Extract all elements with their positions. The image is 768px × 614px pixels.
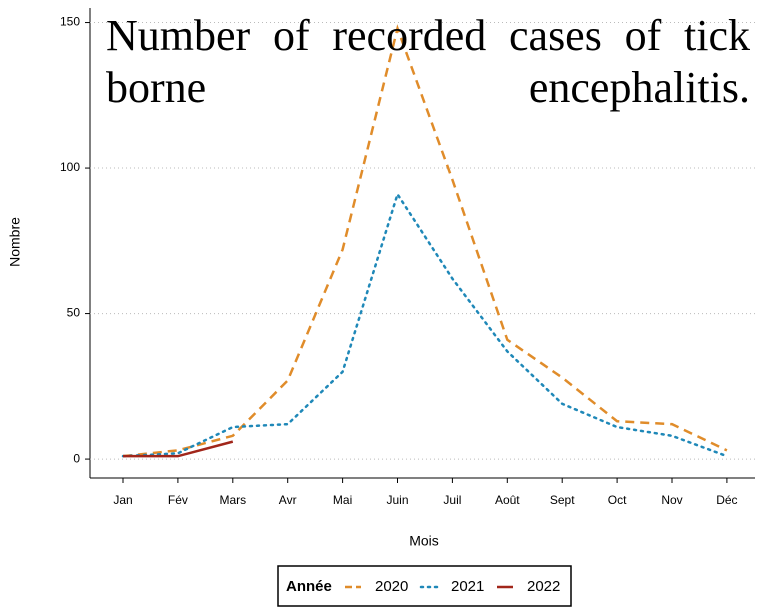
line-series [123,440,234,458]
y-tick-label: 50 [67,306,81,320]
x-tick-label: Jan [113,493,132,507]
line-series [122,24,728,458]
legend-label: 2022 [527,578,560,595]
line-series [121,191,729,458]
x-tick-label: Oct [608,493,627,507]
x-tick-label: Mars [219,493,246,507]
y-axis-label: Nombre [7,217,23,267]
legend-title: Année [286,578,332,595]
legend-label: 2020 [375,578,408,595]
x-tick-label: Août [495,493,520,507]
legend-label: 2021 [451,578,484,595]
x-tick-label: Avr [279,493,297,507]
y-tick-label: 150 [60,15,80,29]
chart-title: Number of recorded cases of tick borne e… [106,11,750,112]
legend-box [277,565,572,607]
x-tick-label: Déc [716,493,737,507]
x-tick-label: Sept [550,493,575,507]
x-tick-label: Juin [386,493,408,507]
y-tick-label: 100 [60,160,80,174]
x-tick-label: Mai [333,493,352,507]
x-tick-label: Juil [443,493,461,507]
x-axis-label: Mois [409,533,439,549]
x-tick-label: Nov [661,493,682,507]
y-tick-label: 0 [73,451,80,465]
x-tick-label: Fév [168,493,188,507]
title-box: Number of recorded cases of tick borne e… [106,11,750,112]
